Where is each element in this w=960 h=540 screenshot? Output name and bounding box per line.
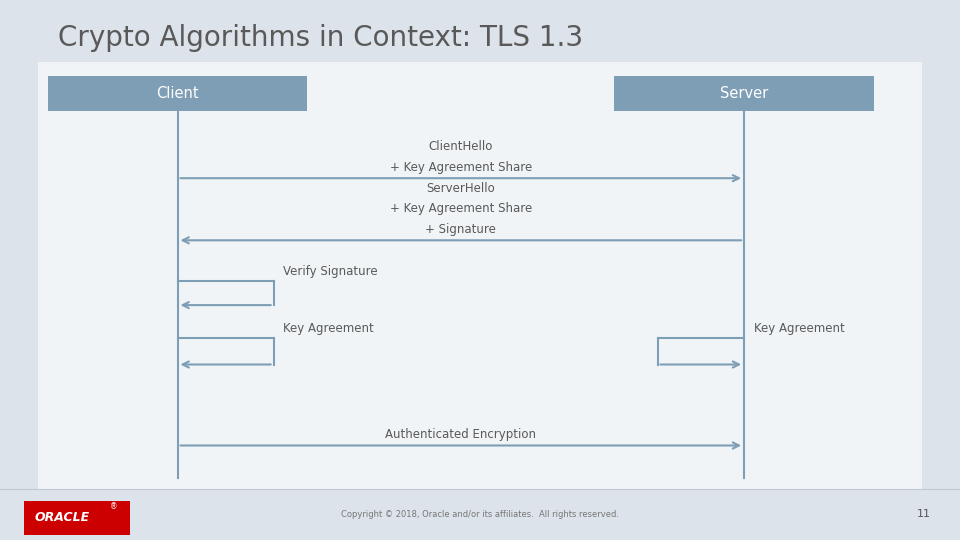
Bar [38, 62, 922, 489]
Text: ORACLE: ORACLE [35, 511, 90, 524]
Text: Client: Client [156, 86, 199, 100]
Text: Key Agreement: Key Agreement [754, 322, 845, 335]
Text: + Signature: + Signature [425, 223, 496, 236]
Bar [614, 76, 874, 111]
Bar [24, 501, 130, 535]
Text: Key Agreement: Key Agreement [283, 322, 374, 335]
Text: ClientHello: ClientHello [428, 140, 493, 153]
Text: + Key Agreement Share: + Key Agreement Share [390, 161, 532, 174]
Text: 11: 11 [917, 509, 931, 519]
Bar [0, 489, 960, 540]
Text: Copyright © 2018, Oracle and/or its affiliates.  All rights reserved.: Copyright © 2018, Oracle and/or its affi… [341, 510, 619, 518]
Text: Server: Server [720, 86, 768, 100]
Text: Authenticated Encryption: Authenticated Encryption [385, 428, 537, 441]
Text: ®: ® [109, 502, 117, 511]
Text: ServerHello: ServerHello [426, 182, 495, 195]
Text: Crypto Algorithms in Context: TLS 1.3: Crypto Algorithms in Context: TLS 1.3 [58, 24, 583, 52]
Bar [48, 76, 307, 111]
Text: + Key Agreement Share: + Key Agreement Share [390, 202, 532, 215]
Text: Verify Signature: Verify Signature [283, 265, 378, 278]
